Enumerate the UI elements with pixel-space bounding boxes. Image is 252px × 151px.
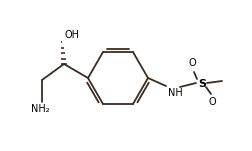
Text: OH: OH: [65, 30, 80, 40]
Text: NH₂: NH₂: [30, 104, 49, 114]
Text: S: S: [197, 79, 205, 89]
Text: NH: NH: [167, 88, 182, 98]
Text: O: O: [207, 97, 215, 107]
Text: O: O: [187, 58, 195, 68]
